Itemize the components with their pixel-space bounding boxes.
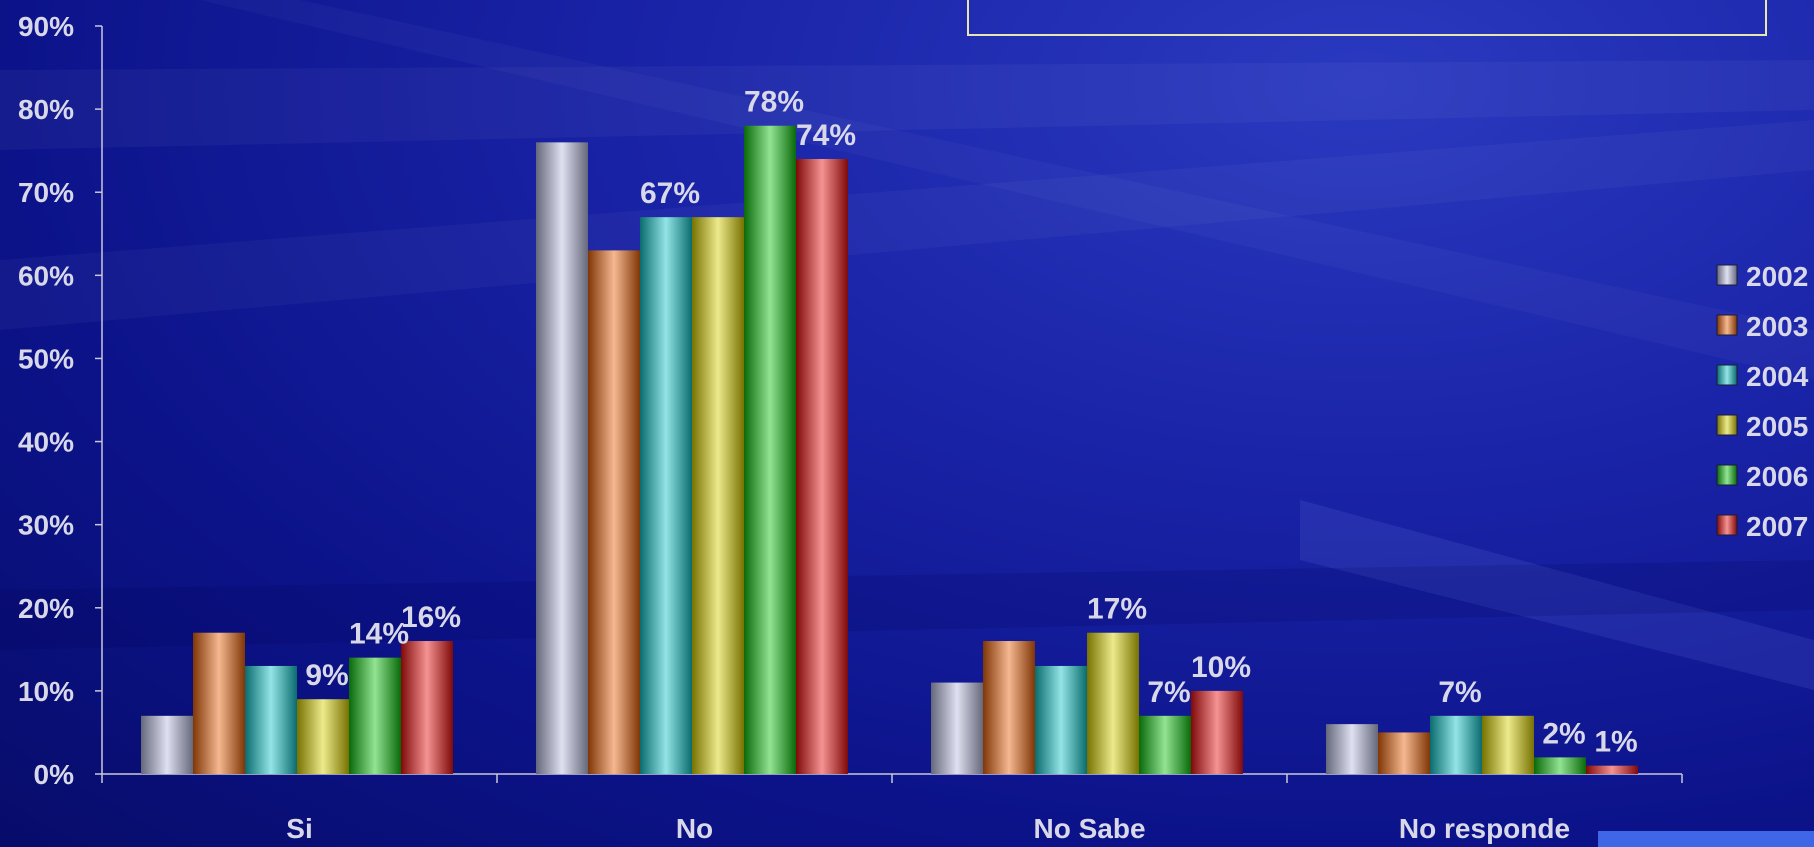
bar-2004 — [1430, 715, 1482, 774]
data-label: 74% — [796, 119, 856, 152]
bar-2006 — [1534, 757, 1586, 774]
bar-2006 — [1139, 715, 1191, 774]
y-tick-label: 0% — [34, 759, 75, 790]
bar-2007 — [1191, 690, 1243, 774]
data-label: 7% — [1438, 676, 1481, 709]
bar-2004 — [245, 665, 297, 774]
legend-label: 2002 — [1746, 261, 1808, 292]
data-labels: 67% 7% 9% 17% 14% 78% 7% 2% 16% 74% 10% 1% — [305, 86, 1637, 759]
corner-block — [1598, 831, 1814, 847]
y-tick-label: 70% — [18, 177, 74, 208]
legend-label: 2005 — [1746, 411, 1808, 442]
bar-2004 — [640, 217, 692, 775]
bar-2003 — [1378, 732, 1430, 774]
legend-swatch — [1716, 314, 1738, 336]
bar-2003 — [193, 632, 245, 774]
data-label: 78% — [744, 86, 804, 119]
data-label: 67% — [640, 177, 700, 210]
bar-2003 — [588, 250, 640, 774]
legend-swatch — [1716, 414, 1738, 436]
legend-label: 2003 — [1746, 311, 1808, 342]
y-tick-label: 20% — [18, 593, 74, 624]
data-label: 1% — [1594, 726, 1637, 759]
bar-2007 — [1586, 765, 1638, 774]
bar-2006 — [349, 657, 401, 774]
data-label: 10% — [1191, 651, 1251, 684]
y-tick-label: 30% — [18, 510, 74, 541]
legend-swatch — [1716, 464, 1738, 486]
bar-2002 — [1326, 724, 1378, 774]
data-label: 17% — [1087, 593, 1147, 626]
data-label: 2% — [1542, 717, 1585, 750]
legend-swatch — [1716, 364, 1738, 386]
legend: 2002 2003 2004 2005 2006 2007 — [1716, 261, 1809, 542]
bar-2005 — [692, 217, 744, 775]
axes: 0% 10% 20% 30% 40% 50% 60% 70% 80% 90% Si No No Sabe… — [18, 11, 1683, 844]
bar-2006 — [744, 125, 796, 774]
y-tick-label: 80% — [18, 94, 74, 125]
bar-2004 — [1035, 665, 1087, 774]
bar-2005 — [297, 699, 349, 774]
data-label: 7% — [1147, 676, 1190, 709]
legend-swatch — [1716, 264, 1738, 286]
legend-label: 2006 — [1746, 461, 1808, 492]
background-rays — [0, 500, 1814, 690]
legend-swatch — [1716, 514, 1738, 536]
data-label: 14% — [349, 618, 409, 651]
category-label: No — [676, 813, 713, 844]
y-tick-label: 60% — [18, 260, 74, 291]
y-tick-label: 50% — [18, 343, 74, 374]
bar-2002 — [931, 682, 983, 774]
title-box — [967, 0, 1767, 36]
bars — [141, 125, 1638, 775]
category-label: Si — [286, 813, 312, 844]
category-label: No Sabe — [1033, 813, 1145, 844]
data-label: 16% — [401, 601, 461, 634]
bar-2002 — [141, 715, 193, 774]
bar-2005 — [1482, 715, 1534, 774]
bar-2007 — [796, 158, 848, 774]
legend-label: 2007 — [1746, 511, 1808, 542]
bar-2003 — [983, 641, 1035, 774]
bar-2002 — [536, 142, 588, 774]
data-label: 9% — [305, 659, 348, 692]
y-tick-label: 10% — [18, 676, 74, 707]
legend-label: 2004 — [1746, 361, 1809, 392]
y-tick-label: 90% — [18, 11, 74, 42]
bar-2007 — [401, 641, 453, 774]
category-label: No responde — [1399, 813, 1570, 844]
bar-2005 — [1087, 632, 1139, 774]
y-tick-label: 40% — [18, 427, 74, 458]
